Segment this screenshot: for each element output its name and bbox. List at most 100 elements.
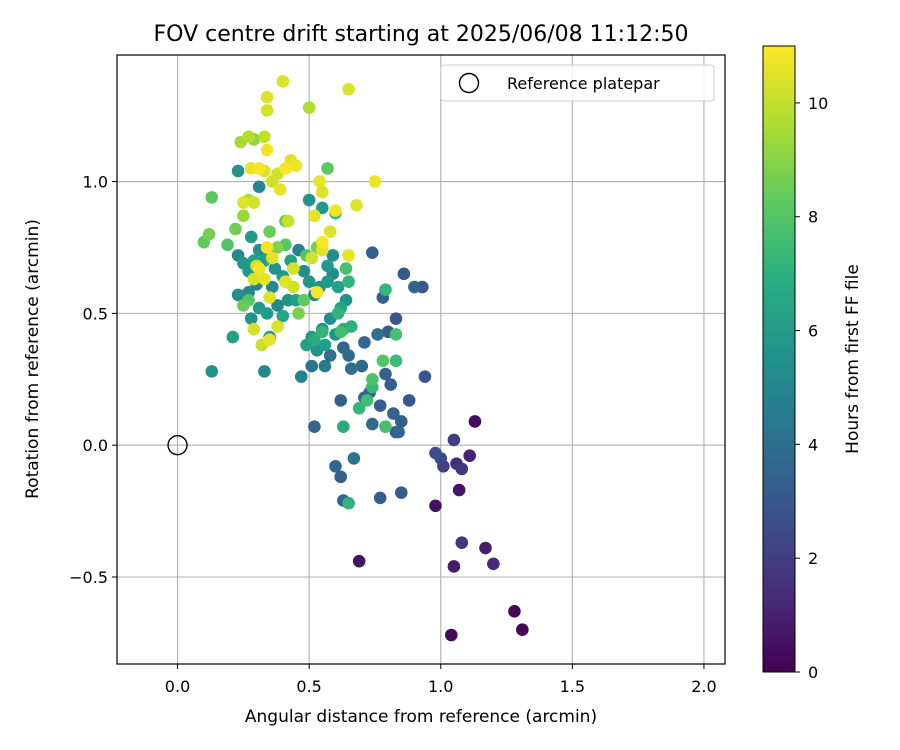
data-point: [447, 433, 461, 447]
data-point: [321, 162, 334, 175]
data-point: [397, 267, 411, 281]
data-point: [321, 259, 334, 273]
data-point: [389, 354, 403, 368]
x-axis-label: Angular distance from reference (arcmin): [245, 707, 597, 727]
data-point: [302, 275, 316, 289]
data-point: [229, 222, 242, 236]
data-point: [273, 183, 287, 196]
colorbar: [762, 45, 796, 673]
data-point: [242, 130, 255, 144]
data-point: [305, 359, 319, 373]
data-point: [244, 230, 258, 244]
data-point: [342, 275, 355, 289]
data-points: [197, 75, 529, 642]
data-point: [384, 378, 398, 391]
data-point: [287, 262, 300, 275]
data-point: [247, 322, 261, 336]
data-point: [258, 365, 271, 378]
data-point: [268, 262, 282, 275]
grid-lines: [117, 55, 725, 664]
data-point: [373, 399, 387, 412]
colorbar-tick-label: 10: [808, 94, 828, 113]
data-point: [318, 359, 332, 373]
data-point: [408, 280, 421, 294]
data-point: [355, 359, 369, 373]
data-point: [344, 362, 358, 376]
data-point: [260, 90, 274, 104]
data-point: [202, 227, 216, 241]
reference-marker: [167, 434, 188, 456]
data-point: [468, 415, 482, 428]
data-point: [350, 198, 363, 212]
data-point: [263, 333, 276, 347]
data-point: [429, 499, 442, 513]
data-point: [258, 130, 271, 144]
data-point: [315, 235, 329, 249]
data-point: [508, 604, 521, 618]
data-point: [271, 320, 284, 333]
data-point: [334, 470, 348, 484]
data-point: [260, 104, 274, 117]
data-point: [310, 285, 324, 299]
data-point: [321, 275, 334, 289]
x-tick-label: 1.5: [560, 677, 585, 696]
data-point: [334, 325, 348, 339]
data-point: [247, 196, 261, 209]
data-point: [315, 185, 329, 199]
y-axis-label: Rotation from reference (arcmin): [23, 219, 43, 499]
data-point: [392, 425, 405, 439]
data-point: [342, 249, 355, 262]
data-point: [337, 420, 350, 434]
data-point: [402, 394, 416, 407]
y-tick-label: 0.5: [83, 304, 108, 323]
data-point: [479, 541, 492, 555]
data-point: [339, 262, 353, 275]
data-point: [279, 162, 292, 175]
data-point: [292, 307, 305, 320]
data-point: [252, 180, 266, 194]
data-point: [297, 264, 311, 278]
data-point: [455, 536, 469, 550]
y-axis-ticks: −0.5 0.0 0.5 1.0: [69, 173, 117, 587]
y-tick-label: 1.0: [83, 173, 108, 192]
data-point: [276, 309, 290, 323]
data-point: [463, 449, 476, 463]
data-point: [352, 554, 366, 568]
data-point: [297, 293, 311, 307]
colorbar-label: Hours from first FF file: [843, 264, 863, 454]
data-point: [263, 291, 276, 304]
legend-box: [440, 64, 715, 102]
data-point: [358, 336, 371, 349]
data-point: [252, 262, 266, 275]
data-point: [344, 320, 358, 333]
data-point: [265, 280, 279, 294]
data-point: [352, 401, 366, 415]
legend-marker-icon: [458, 72, 480, 94]
data-point: [331, 280, 345, 294]
data-point: [342, 82, 355, 96]
colorbar-tick-label: 6: [808, 322, 818, 341]
chart-title: FOV centre drift starting at 2025/06/08 …: [154, 22, 689, 47]
data-point: [379, 367, 392, 381]
data-point: [323, 349, 337, 362]
data-point: [389, 328, 403, 341]
data-point: [294, 370, 308, 383]
data-point: [302, 193, 316, 207]
data-point: [516, 623, 529, 637]
data-point: [265, 251, 279, 265]
data-point: [263, 225, 276, 238]
data-point: [244, 312, 258, 325]
data-point: [315, 201, 329, 215]
data-point: [305, 251, 319, 265]
data-point: [276, 75, 290, 88]
x-tick-label: 1.0: [428, 677, 453, 696]
data-point: [371, 328, 384, 341]
data-point: [389, 312, 403, 325]
colorbar-tick-label: 0: [808, 663, 818, 682]
colorbar-tick-label: 8: [808, 208, 818, 227]
x-tick-label: 2.0: [691, 677, 716, 696]
data-point: [334, 394, 348, 407]
data-point: [455, 462, 469, 476]
